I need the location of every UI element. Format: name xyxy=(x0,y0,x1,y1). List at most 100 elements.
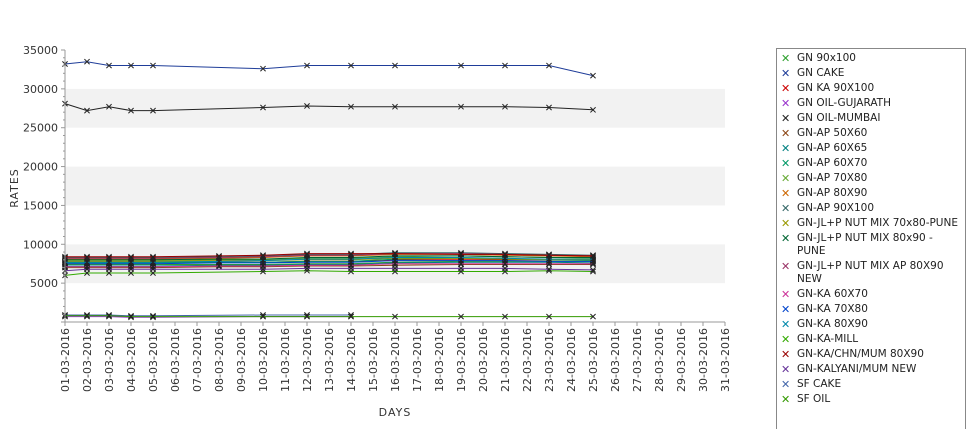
data-point xyxy=(260,65,266,72)
x-tick-label: 05-03-2016 xyxy=(147,328,160,392)
legend-label: GN-AP 50X60 xyxy=(797,127,868,139)
legend-entry[interactable]: ✕ GN-JL+P NUT MIX AP 80X90 NEW xyxy=(781,260,961,286)
legend-entry[interactable]: ✕ SF CAKE xyxy=(781,378,961,391)
data-point xyxy=(546,258,552,265)
series-line xyxy=(65,264,593,269)
legend-marker-icon: ✕ xyxy=(781,318,791,331)
legend-entry[interactable]: ✕ GN-AP 80X90 xyxy=(781,187,961,200)
data-point xyxy=(106,266,112,273)
legend-marker-icon: ✕ xyxy=(781,303,791,316)
legend-label: GN 90x100 xyxy=(797,52,856,64)
data-point xyxy=(106,259,112,266)
legend-entry[interactable]: ✕ GN-JL+P NUT MIX 70x80-PUNE xyxy=(781,217,961,230)
data-point xyxy=(84,58,90,65)
data-point xyxy=(150,62,156,69)
series-line xyxy=(65,260,593,265)
series-line xyxy=(65,260,593,265)
data-point xyxy=(546,252,552,259)
legend-label: GN-AP 70X80 xyxy=(797,172,868,184)
data-point xyxy=(84,266,90,273)
x-tick-label: 06-03-2016 xyxy=(169,328,182,392)
data-point xyxy=(106,312,112,319)
data-point xyxy=(502,257,508,264)
data-point xyxy=(150,259,156,266)
data-point xyxy=(260,257,266,264)
x-tick-label: 13-03-2016 xyxy=(323,328,336,392)
x-tick-label: 20-03-2016 xyxy=(477,328,490,392)
legend-marker-icon: ✕ xyxy=(781,142,791,155)
series-19 xyxy=(62,265,596,274)
y-tick-label: 35000 xyxy=(23,44,58,57)
data-point xyxy=(392,255,398,262)
legend-entry[interactable]: ✕ GN OIL-MUMBAI xyxy=(781,112,961,125)
x-tick-label: 08-03-2016 xyxy=(213,328,226,392)
data-point xyxy=(216,258,222,265)
x-tick-label: 10-03-2016 xyxy=(257,328,270,392)
rates-line-chart: 5000 10000 15000 20000 25000 30000 35000 01-03-… xyxy=(8,44,732,419)
data-point xyxy=(590,106,596,113)
data-point xyxy=(392,103,398,110)
legend-entry[interactable]: ✕ GN-KA/CHN/MUM 80X90 xyxy=(781,348,961,361)
legend-marker-icon: ✕ xyxy=(781,363,791,376)
x-tick-label: 07-03-2016 xyxy=(191,328,204,392)
legend-entry[interactable]: ✕ SF OIL xyxy=(781,393,961,406)
legend-label: GN-KA/CHN/MUM 80X90 xyxy=(797,348,924,360)
data-point xyxy=(304,62,310,69)
legend-entry[interactable]: ✕ GN 90x100 xyxy=(781,52,961,65)
legend-label: GN-KA 80X90 xyxy=(797,318,868,330)
data-point xyxy=(546,260,552,267)
legend-marker-icon: ✕ xyxy=(781,187,791,200)
legend-marker-icon: ✕ xyxy=(781,112,791,125)
data-point xyxy=(348,103,354,110)
data-point xyxy=(150,266,156,273)
data-point xyxy=(590,252,596,259)
data-point xyxy=(392,62,398,69)
legend-entry[interactable]: ✕ GN-KA-MILL xyxy=(781,333,961,346)
data-point xyxy=(546,313,552,320)
data-point xyxy=(106,62,112,69)
data-point xyxy=(502,265,508,272)
data-point xyxy=(392,250,398,257)
legend-label: GN-JL+P NUT MIX AP 80X90 NEW xyxy=(797,260,944,285)
x-tick-label: 19-03-2016 xyxy=(455,328,468,392)
legend-entry[interactable]: ✕ GN-AP 50X60 xyxy=(781,127,961,140)
data-point xyxy=(502,103,508,110)
legend-entry[interactable]: ✕ GN-KALYANI/MUM NEW xyxy=(781,363,961,376)
legend-entry[interactable]: ✕ GN-AP 60X70 xyxy=(781,157,961,170)
series-line xyxy=(65,314,351,317)
legend-entry[interactable]: ✕ GN-AP 90X100 xyxy=(781,202,961,215)
legend-entry[interactable]: ✕ GN CAKE xyxy=(781,67,961,80)
x-tick-label: 15-03-2016 xyxy=(367,328,380,392)
data-point xyxy=(304,250,310,257)
grid-band xyxy=(65,50,725,89)
legend-entry[interactable]: ✕ GN-AP 60X65 xyxy=(781,142,961,155)
legend-entry[interactable]: ✕ GN-KA 60X70 xyxy=(781,288,961,301)
x-tick-label: 03-03-2016 xyxy=(103,328,116,392)
data-point xyxy=(260,104,266,111)
y-tick-label: 10000 xyxy=(23,238,58,251)
legend-entry[interactable]: ✕ GN-AP 70X80 xyxy=(781,172,961,185)
legend-entry[interactable]: ✕ GN-KA 80X90 xyxy=(781,318,961,331)
data-point xyxy=(458,265,464,272)
legend-label: GN-AP 60X70 xyxy=(797,157,868,169)
data-point xyxy=(348,256,354,263)
x-tick-label: 30-03-2016 xyxy=(697,328,710,392)
data-point xyxy=(590,72,596,79)
data-point xyxy=(84,312,90,319)
data-point xyxy=(84,107,90,114)
grid-band xyxy=(65,88,725,128)
data-point xyxy=(128,259,134,266)
data-point xyxy=(128,62,134,69)
legend-entry[interactable]: ✕ GN-KA 70X80 xyxy=(781,303,961,316)
data-point xyxy=(458,103,464,110)
grid-band xyxy=(65,127,725,167)
legend-entry[interactable]: ✕ GN OIL-GUJARATH xyxy=(781,97,961,110)
data-point xyxy=(260,266,266,273)
data-point xyxy=(348,250,354,257)
series-15 xyxy=(62,257,596,267)
x-tick-label: 21-03-2016 xyxy=(499,328,512,392)
legend-entry[interactable]: ✕ GN KA 90X100 xyxy=(781,82,961,95)
data-point xyxy=(458,62,464,69)
series-line xyxy=(65,255,593,261)
legend-entry[interactable]: ✕ GN-JL+P NUT MIX 80x90 - PUNE xyxy=(781,232,961,258)
